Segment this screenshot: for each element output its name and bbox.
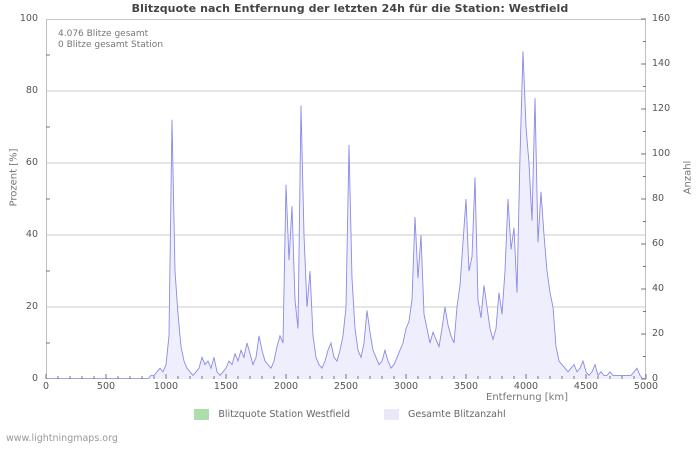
site-footer: www.lightningmaps.org xyxy=(6,433,118,444)
y-axis-right-tick-label: 140 xyxy=(652,58,671,69)
chart-legend: Blitzquote Station Westfield Gesamte Bli… xyxy=(0,409,700,420)
page-title: Blitzquote nach Entfernung der letzten 2… xyxy=(131,2,569,15)
y-axis-right-tick-label: 20 xyxy=(652,328,665,339)
legend-label-total-count: Gesamte Blitzanzahl xyxy=(407,409,506,420)
legend-item-total-count: Gesamte Blitzanzahl xyxy=(383,409,506,420)
legend-swatch-station-rate xyxy=(194,409,210,420)
y-axis-right-tick-label: 40 xyxy=(652,283,665,294)
data-plot xyxy=(46,19,646,379)
annotation-total-strokes: 4.076 Blitze gesamt xyxy=(58,29,149,39)
legend-label-station-rate: Blitzquote Station Westfield xyxy=(218,409,350,420)
y-axis-left-tick-label: 0 xyxy=(31,373,38,384)
y-axis-left-label: Prozent [%] xyxy=(8,148,20,207)
y-axis-right-tick-label: 160 xyxy=(652,13,671,24)
y-axis-right-tick-label: 80 xyxy=(652,193,665,204)
legend-swatch-total-count xyxy=(383,409,399,420)
x-axis-tick-label: 1000 xyxy=(153,381,179,392)
x-axis-tick-label: 5000 xyxy=(633,381,659,392)
x-axis-tick-label: 0 xyxy=(42,381,50,392)
x-axis-tick-label: 2000 xyxy=(273,381,299,392)
gridlines xyxy=(46,19,646,307)
y-axis-left-tick-label: 100 xyxy=(19,13,38,24)
annotation-station-strokes: 0 Blitze gesamt Station xyxy=(58,40,164,50)
x-axis-tick-label: 3000 xyxy=(393,381,419,392)
y-axis-right-tick-label: 60 xyxy=(652,238,665,249)
x-axis-tick-label: 3500 xyxy=(453,381,479,392)
x-axis-tick-label: 1500 xyxy=(213,381,239,392)
x-axis-tick-label: 500 xyxy=(96,381,116,392)
x-axis-tick-label: 4500 xyxy=(573,381,599,392)
y-axis-right-tick-label: 0 xyxy=(652,373,659,384)
total-count-area xyxy=(46,51,646,379)
total-count-line xyxy=(46,51,646,379)
y-axis-left-tick-label: 60 xyxy=(25,157,38,168)
y-axis-left-tick-label: 80 xyxy=(25,85,38,96)
x-axis-tick-label: 4000 xyxy=(513,381,539,392)
y-axis-right-tick-label: 120 xyxy=(652,103,671,114)
legend-item-station-rate: Blitzquote Station Westfield xyxy=(194,409,350,420)
summary-annotation: 4.076 Blitze gesamt 0 Blitze gesamt Stat… xyxy=(58,29,163,51)
x-axis-label: Entfernung [km] xyxy=(486,392,569,403)
y-axis-left-tick-label: 20 xyxy=(25,301,38,312)
y-axis-right-tick-label: 100 xyxy=(652,148,671,159)
y-axis-left-tick-label: 40 xyxy=(25,229,38,240)
x-axis-tick-label: 2500 xyxy=(333,381,359,392)
y-axis-right-label: Anzahl xyxy=(682,160,694,195)
